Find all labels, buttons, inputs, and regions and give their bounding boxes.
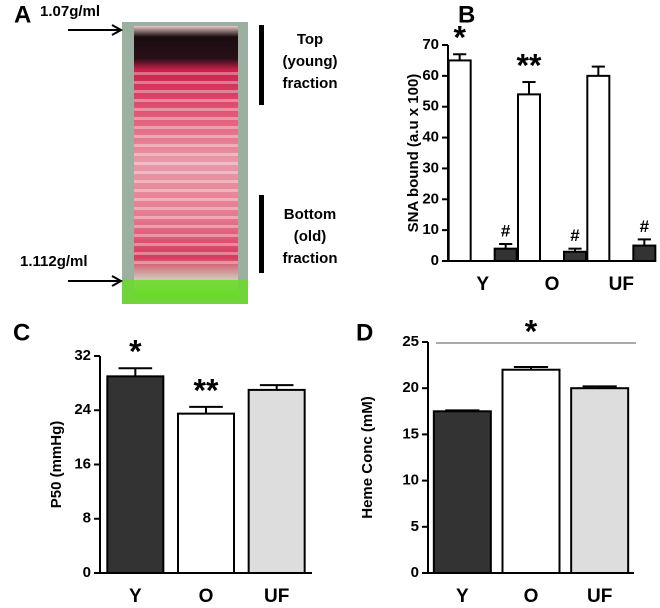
arrow-head bbox=[111, 275, 124, 287]
bar bbox=[432, 410, 492, 574]
top-label: fraction bbox=[282, 75, 337, 92]
annotation: ** bbox=[194, 372, 219, 408]
bar bbox=[632, 244, 657, 262]
photo-base bbox=[122, 280, 248, 304]
bar bbox=[447, 59, 472, 262]
y-tick-label: 50 bbox=[422, 98, 439, 115]
panel-a: A 1.07g/ml 1.112g/ml Top (young) fractio… bbox=[14, 1, 338, 304]
x-tick-label: O bbox=[199, 586, 214, 607]
x-tick-label: UF bbox=[609, 274, 634, 295]
bar bbox=[517, 93, 541, 262]
bar bbox=[586, 74, 611, 262]
annotation: # bbox=[640, 217, 650, 236]
y-tick-label: 32 bbox=[74, 347, 91, 364]
x-tick-label: O bbox=[545, 274, 560, 295]
y-axis-label: P50 (mmHg) bbox=[48, 421, 65, 509]
bar bbox=[247, 388, 306, 574]
bar bbox=[563, 250, 587, 263]
x-tick-label: Y bbox=[476, 274, 489, 295]
bar bbox=[493, 247, 518, 263]
x-tick-label: UF bbox=[264, 586, 289, 607]
y-tick-label: 30 bbox=[422, 159, 439, 176]
y-tick-label: 70 bbox=[422, 36, 439, 53]
panel-label: B bbox=[458, 1, 475, 28]
y-tick-label: 10 bbox=[402, 472, 419, 489]
y-tick-label: 25 bbox=[402, 333, 419, 350]
density-top: 1.07g/ml bbox=[40, 3, 100, 20]
y-tick-label: 40 bbox=[422, 129, 439, 146]
bar bbox=[106, 375, 165, 574]
x-tick-label: Y bbox=[129, 586, 142, 607]
annotation: # bbox=[501, 222, 511, 241]
arrow-head bbox=[111, 24, 124, 36]
panel-label: A bbox=[14, 1, 31, 28]
bottom-label: (old) bbox=[294, 228, 326, 245]
density-bottom: 1.112g/ml bbox=[20, 253, 88, 270]
y-axis-label: SNA bound (a.u x 100) bbox=[405, 74, 422, 233]
bar bbox=[570, 387, 630, 575]
annotation: # bbox=[570, 226, 580, 245]
top-label: Top bbox=[297, 31, 323, 48]
y-tick-label: 20 bbox=[402, 379, 419, 396]
panel-label: D bbox=[356, 319, 373, 346]
bar bbox=[501, 368, 561, 574]
bottom-label: fraction bbox=[282, 250, 337, 267]
y-tick-label: 15 bbox=[402, 425, 419, 442]
y-tick-label: 8 bbox=[83, 510, 91, 527]
y-tick-label: 0 bbox=[411, 564, 419, 581]
panel-label: C bbox=[13, 319, 30, 346]
bottom-label: Bottom bbox=[284, 206, 337, 223]
annotation: * bbox=[129, 334, 142, 370]
y-tick-label: 16 bbox=[74, 455, 91, 472]
x-tick-label: Y bbox=[456, 586, 469, 607]
y-tick-label: 60 bbox=[422, 67, 439, 84]
y-tick-label: 5 bbox=[411, 518, 419, 535]
annotation: * bbox=[525, 313, 538, 349]
y-tick-label: 0 bbox=[83, 564, 91, 581]
annotation: ** bbox=[517, 47, 542, 83]
y-tick-label: 20 bbox=[422, 190, 439, 207]
tube-bands bbox=[134, 70, 238, 270]
bracket bbox=[259, 25, 264, 105]
bracket bbox=[259, 195, 264, 273]
annotation: * bbox=[453, 20, 466, 56]
bar bbox=[177, 412, 235, 574]
y-tick-label: 10 bbox=[422, 221, 439, 238]
y-tick-label: 24 bbox=[74, 401, 91, 418]
x-tick-label: O bbox=[524, 586, 539, 607]
x-tick-label: UF bbox=[587, 586, 612, 607]
y-axis-label: Heme Conc (mM) bbox=[359, 396, 376, 519]
top-label: (young) bbox=[283, 53, 338, 70]
y-tick-label: 0 bbox=[431, 252, 439, 269]
